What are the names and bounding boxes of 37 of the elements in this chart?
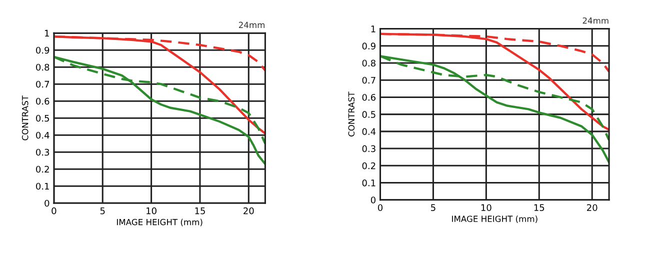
y-axis-title: CONTRAST: [22, 95, 28, 140]
x-axis-title: IMAGE HEIGHT (mm): [117, 218, 202, 226]
text: 24mm: [238, 22, 264, 28]
y-tick-label: 0.5: [362, 111, 376, 118]
x-tick-label: 10: [146, 207, 156, 214]
y-tick-label: 0.3: [362, 145, 376, 152]
y-tick-label: 0.9: [362, 42, 376, 50]
x-tick-label: 15: [195, 208, 205, 214]
y-tick-label: 0.7: [36, 80, 50, 88]
y-tick-label: 1: [371, 26, 376, 32]
y-tick-label: 0.7: [362, 76, 376, 84]
text: 24mm: [582, 17, 608, 24]
x-tick-label: 15: [534, 204, 544, 212]
x-axis-title: IMAGE HEIGHT (mm): [452, 216, 538, 223]
y-tick-label: 0.4: [36, 132, 50, 139]
y-tick-label: 1: [45, 30, 49, 37]
y-tick-label: 0.1: [36, 182, 49, 190]
x-tick-label: 0: [378, 204, 383, 212]
y-tick-label: 0: [370, 196, 376, 204]
y-axis-title: CONTRAST: [348, 92, 355, 136]
y-tick-label: 0.8: [362, 60, 376, 67]
x-tick-label: 5: [100, 208, 105, 214]
y-tick-label: 0.2: [36, 166, 49, 173]
y-tick-label: 0.4: [362, 128, 376, 135]
y-tick-label: 0.6: [362, 94, 376, 101]
x-tick-label: 5: [431, 204, 436, 212]
x-tick-label: 20: [587, 204, 598, 212]
y-tick-label: 0.3: [36, 148, 50, 156]
x-tick-label: 10: [481, 204, 492, 212]
y-tick-label: 0.2: [362, 162, 376, 170]
y-tick-label: 0.1: [362, 179, 376, 186]
y-tick-label: 0.8: [36, 64, 50, 71]
x-tick-label: 20: [244, 207, 254, 214]
y-tick-label: 0.5: [36, 114, 49, 122]
x-tick-label: 0: [52, 207, 56, 214]
y-tick-label: 0.9: [36, 46, 50, 54]
y-tick-label: 0.6: [36, 98, 50, 105]
